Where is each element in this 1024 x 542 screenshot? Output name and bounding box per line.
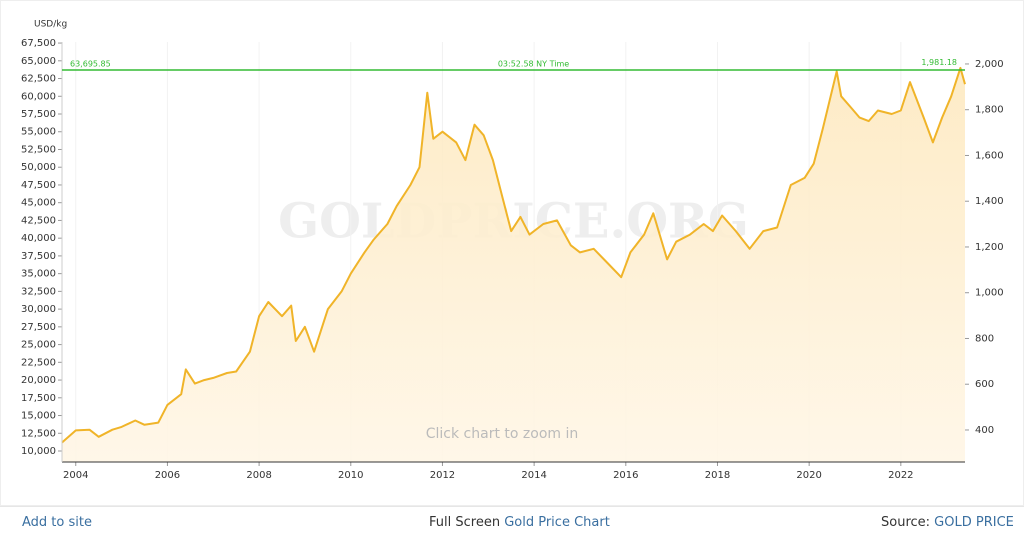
x-tick-label: 2018 (705, 470, 730, 481)
y-tick-label: 10,000 (21, 446, 56, 457)
x-tick-label: 2020 (796, 470, 821, 481)
y-tick-label: 47,500 (21, 180, 56, 191)
y-tick-label: 32,500 (21, 286, 56, 297)
area (62, 67, 965, 463)
y-tick-label: 12,500 (21, 428, 56, 439)
y-tick-label: 20,000 (21, 375, 56, 386)
y-tick-label: 27,500 (21, 322, 56, 333)
chart-link[interactable]: Gold Price Chart (504, 515, 610, 530)
y2-tick-label: 1,400 (975, 196, 1004, 207)
y2-tick-label: 400 (975, 425, 994, 436)
current-time: 03:52.58 NY Time (498, 60, 569, 69)
current-oz-label: 1,981.18 (921, 58, 957, 67)
y-tick-label: 45,000 (21, 198, 56, 209)
x-tick-label: 2010 (338, 470, 363, 481)
y-tick-label: 30,000 (21, 304, 56, 315)
current-price-label: 63,695.85 (70, 60, 111, 69)
y2-tick-label: 800 (975, 333, 994, 344)
x-tick-label: 2022 (888, 470, 913, 481)
y-tick-label: 67,500 (21, 38, 56, 49)
y-tick-label: 60,000 (21, 91, 56, 102)
x-tick-label: 2016 (613, 470, 638, 481)
y-tick-label: 17,500 (21, 393, 56, 404)
y-tick-label: 22,500 (21, 357, 56, 368)
footer: Add to site Full Screen Gold Price Chart… (0, 506, 1024, 542)
x-tick-label: 2004 (63, 470, 88, 481)
x-tick-label: 2008 (246, 470, 271, 481)
x-tick-label: 2014 (521, 470, 546, 481)
y-tick-label: 15,000 (21, 411, 56, 422)
y2-tick-label: 1,000 (975, 288, 1004, 299)
y-tick-label: 35,000 (21, 269, 56, 280)
full-screen[interactable]: Full Screen (429, 515, 501, 530)
source-label: Source: (881, 515, 931, 530)
y-axis-label: USD/kg (34, 20, 67, 30)
y-tick-label: 55,000 (21, 127, 56, 138)
y-tick-label: 50,000 (21, 162, 56, 173)
add-to-site[interactable]: Add to site (22, 515, 92, 530)
y2-tick-label: 1,800 (975, 105, 1004, 116)
y-tick-label: 37,500 (21, 251, 56, 262)
y-tick-label: 57,500 (21, 109, 56, 120)
y2-tick-label: 1,200 (975, 242, 1004, 253)
footer-source: Source: GOLD PRICE (881, 515, 1014, 530)
y2-tick-label: 1,600 (975, 150, 1004, 161)
y-tick-label: 42,500 (21, 215, 56, 226)
y-tick-label: 52,500 (21, 144, 56, 155)
y2-tick-label: 2,000 (975, 59, 1004, 70)
y-tick-label: 65,000 (21, 56, 56, 67)
x-tick-label: 2006 (155, 470, 180, 481)
y-tick-label: 25,000 (21, 340, 56, 351)
zoom-hint: Click chart to zoom in (426, 426, 579, 442)
source-link[interactable]: GOLD PRICE (934, 515, 1014, 530)
line (61, 66, 966, 444)
y-tick-label: 40,000 (21, 233, 56, 244)
x-tick-label: 2012 (430, 470, 455, 481)
footer-center: Full Screen Gold Price Chart (429, 515, 610, 530)
y-tick-label: 62,500 (21, 74, 56, 85)
y2-tick-label: 600 (975, 379, 994, 390)
